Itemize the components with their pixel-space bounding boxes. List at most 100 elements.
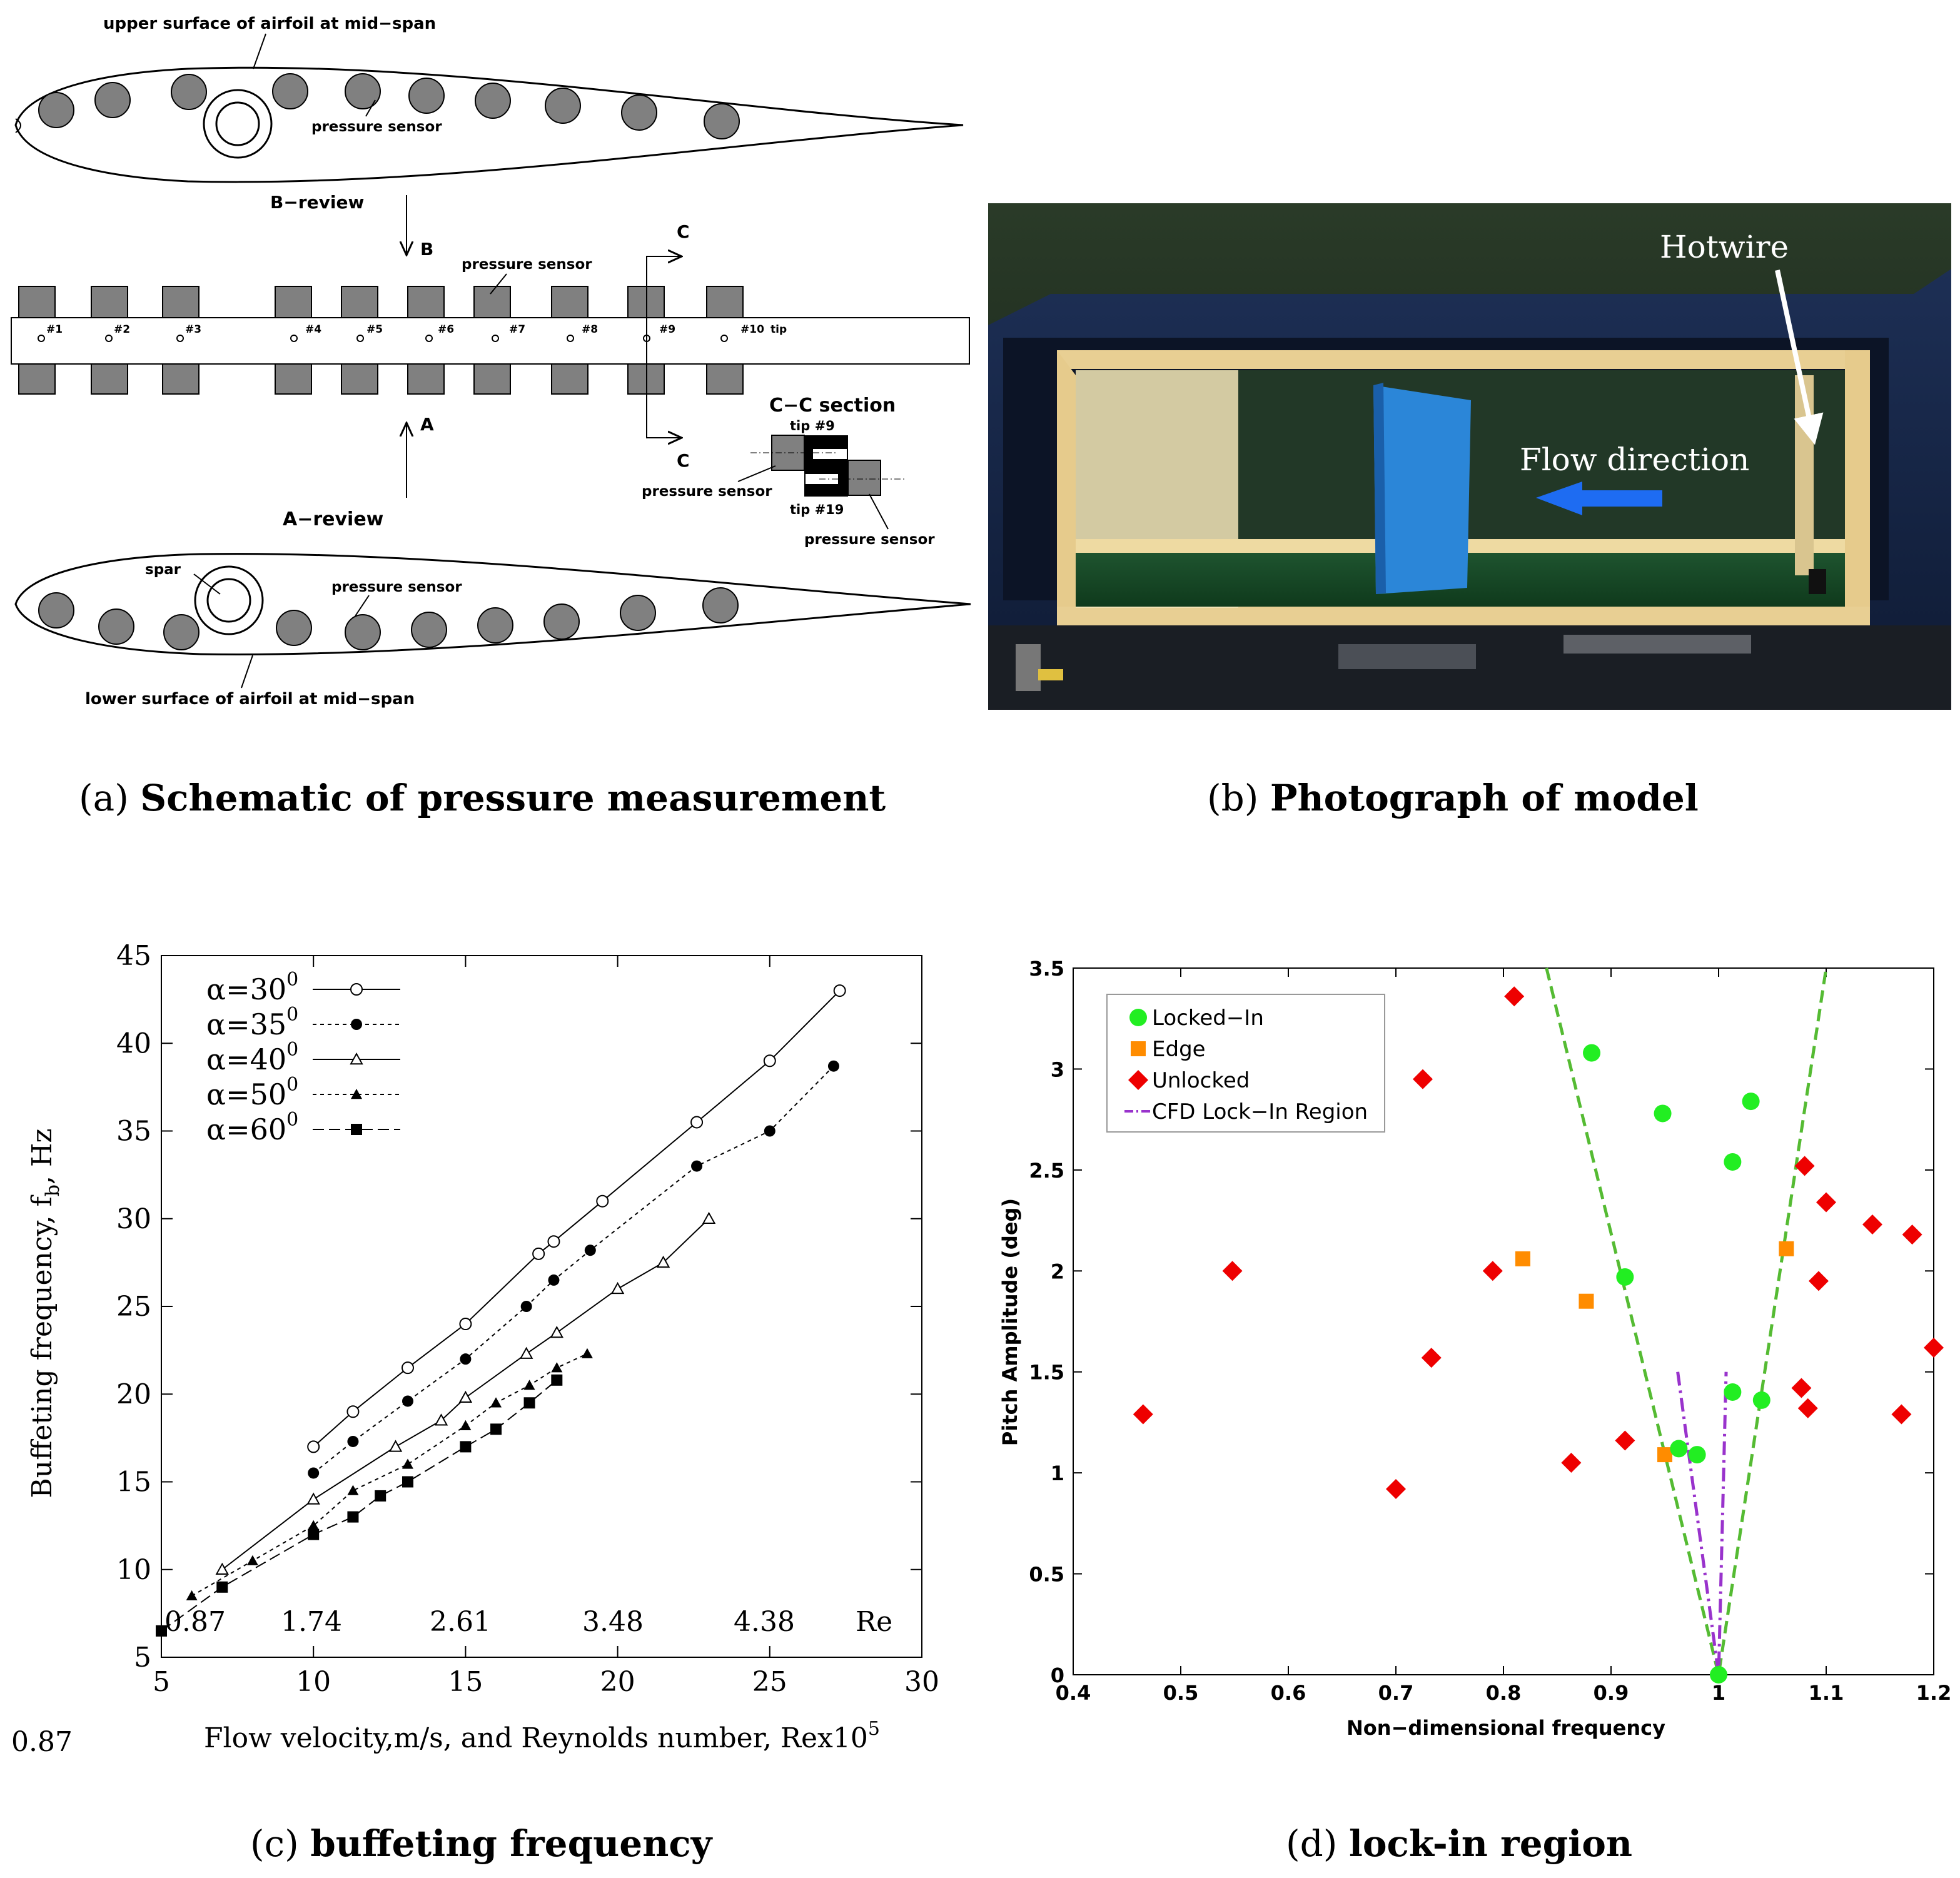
c-point-series-2 [691,1160,703,1172]
c-point-series-4 [308,1520,320,1530]
hotwire-arrow [1775,270,1824,445]
d-ytick-label: 3.5 [1029,957,1064,981]
lower-surface-label: lower surface of airfoil at mid−span [85,690,415,709]
d-legend-marker-1 [1129,1009,1147,1026]
chart-c-ylabel: Buffeting frequency, fb, Hz [26,1128,64,1498]
c-point-series-2 [548,1274,560,1286]
d-point-circle [1710,1666,1727,1684]
c-ytick-label: 35 [116,1116,151,1148]
d-ytick-label: 0.5 [1029,1563,1064,1587]
d-ytick-label: 3 [1051,1058,1064,1081]
c-xtick-label: 30 [904,1666,939,1698]
lower-airfoil-outline [14,553,971,655]
c-legend-label-5: α=600 [206,1109,298,1146]
upper-sensor-dots [38,73,740,139]
c-ytick-label: 20 [116,1378,151,1410]
c-ytick-label: 5 [134,1642,151,1674]
d-point-diamond [1797,1398,1818,1418]
c-point-series-1 [833,984,846,997]
panel-a-schematic: upper surface of airfoil at mid−span pre… [11,14,971,819]
c-point-series-3 [458,1390,473,1403]
caption-d: (d) lock-in region [1286,1822,1632,1865]
wood-bottom-rail [1057,607,1870,625]
tap-3: #3 [185,323,201,336]
d-point-diamond [1504,986,1525,1007]
c-letter-bottom: C [677,450,690,471]
d-point-circle [1688,1446,1706,1464]
tap-5: #5 [366,323,383,336]
d-ytick-label: 1 [1051,1462,1064,1485]
tap-4: #4 [305,323,321,336]
d-legend-label-3: Unlocked [1152,1068,1250,1093]
c-legend-marker-2 [351,1019,362,1030]
c-point-series-5 [523,1397,535,1409]
caption-c: (c) buffeting frequency [250,1822,714,1865]
c-point-series-5 [551,1374,563,1386]
tap-8: #8 [582,323,598,336]
c-point-series-5 [347,1511,359,1523]
chart-d-ylabel: Pitch Amplitude (deg) [998,1198,1022,1446]
plan-sensor-blocks-bottom [18,363,744,395]
panel-d-lock-in-chart: 0 0.5 1 1.5 2 2.5 3 3.5 0.4 0.5 0.6 0.7 0.8 0.9 1 1.1 1… [998,957,1951,1865]
c-point-series-1 [763,1054,776,1068]
c-xtick-label: 15 [448,1666,483,1698]
d-point-diamond [1413,1069,1433,1089]
d-xtick-label: 0.9 [1594,1681,1629,1705]
d-point-square [1779,1241,1794,1256]
d-xtick-label: 0.5 [1163,1681,1199,1705]
panel-c-buffeting-chart: 5 10 15 20 25 30 35 40 45 5 10 15 20 25 30 α=300α=350… [11,940,939,1865]
equipment-box [1016,644,1041,691]
re-value-1: 0.87 [164,1606,226,1638]
chart-d-legend: Locked−In Edge Unlocked CFD Lock−In Region [1106,994,1385,1133]
c-ytick-label: 10 [116,1554,151,1586]
c-point-series-5 [156,1625,167,1637]
d-point-circle [1616,1268,1634,1286]
d-point-diamond [1808,1271,1829,1291]
cc-pressure-sensor-right: pressure sensor [804,532,935,548]
upper-airfoil-le-notch [15,118,21,133]
c-point-series-2 [347,1435,359,1447]
chart-c-markers [156,984,846,1637]
c-point-series-2 [520,1301,532,1312]
re-value-5: 4.38 [734,1606,795,1638]
tip9-label: tip #9 [790,418,835,433]
d-point-circle [1752,1391,1771,1409]
c-point-series-3 [388,1440,403,1452]
caption-b: (b) Photograph of model [1207,777,1699,819]
d-legend-box [1106,994,1385,1133]
d-ytick-label: 2.5 [1029,1159,1064,1183]
c-point-series-3 [702,1211,716,1224]
d-xtick-label: 1.2 [1916,1681,1952,1705]
c-point-series-3 [215,1562,229,1575]
d-cfd-region-line [1676,1371,1728,1675]
d-point-diamond [1421,1348,1442,1368]
d-point-diamond [1133,1404,1153,1425]
hotwire-label: Hotwire [1660,229,1789,265]
c-point-series-2 [764,1125,775,1137]
d-point-square [1579,1293,1594,1309]
tap-2: #2 [114,323,130,336]
re-value-4: 3.48 [582,1606,644,1638]
d-point-diamond [1386,1478,1406,1499]
c-ytick-label: 40 [116,1027,151,1059]
c-ytick-label: 45 [116,940,151,972]
equipment-bar [1563,635,1751,654]
c-point-series-1 [690,1116,704,1129]
d-point-circle [1742,1093,1760,1111]
c-point-series-5 [490,1423,502,1435]
hotwire-probe [1795,375,1814,575]
outside-087-label: 0.87 [11,1726,73,1758]
d-point-square [1515,1251,1530,1266]
plan-sensor-blocks-top [18,286,744,318]
d-point-circle [1724,1153,1742,1171]
c-point-series-4 [460,1420,472,1430]
caption-a: (a) Schematic of pressure measurement [79,777,886,819]
cc-pressure-sensor-left: pressure sensor [642,483,772,500]
d-point-circle [1724,1383,1742,1401]
c-legend-label-4: α=500 [206,1074,298,1111]
chart-d-xlabel: Non−dimensional frequency [1346,1716,1665,1740]
c-xtick-label: 25 [752,1666,787,1698]
c-point-series-1 [596,1194,609,1208]
